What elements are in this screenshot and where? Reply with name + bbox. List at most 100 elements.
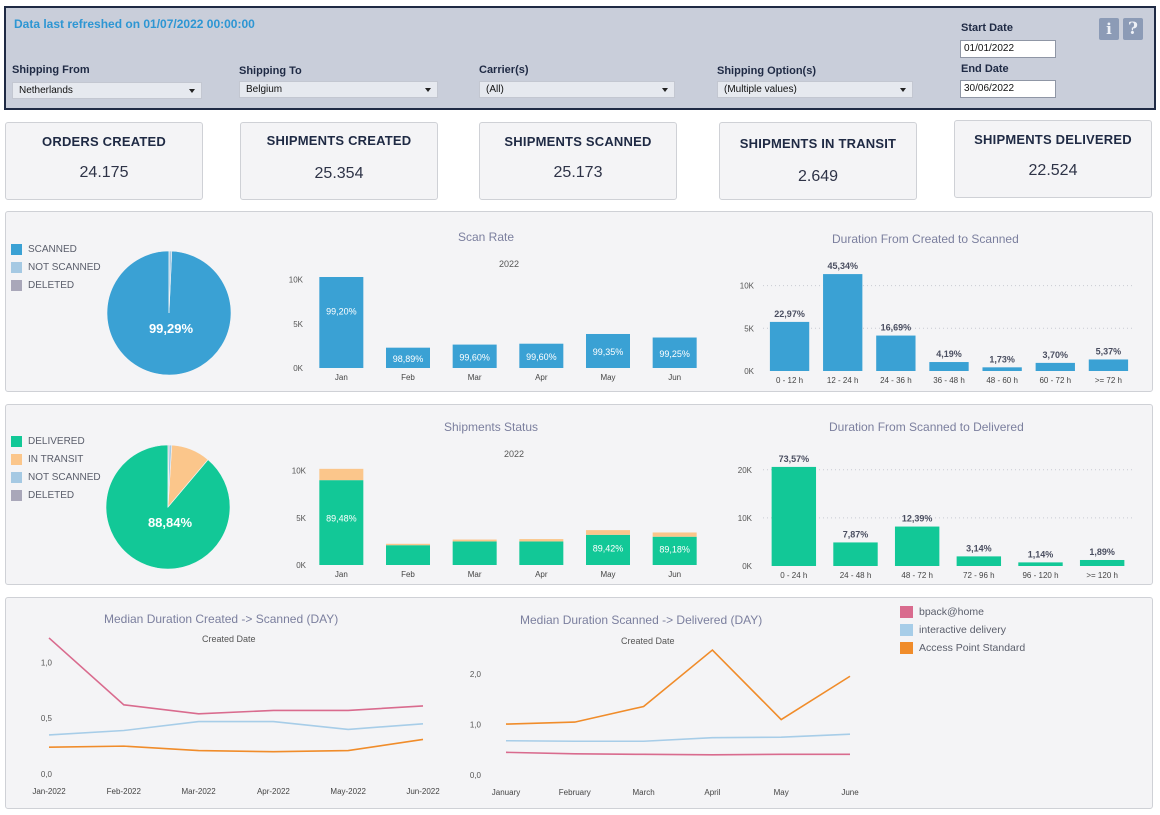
series-line[interactable]	[48, 637, 424, 715]
bar[interactable]	[1088, 359, 1129, 371]
help-icon[interactable]: ?	[1123, 18, 1143, 40]
series-line[interactable]	[505, 733, 851, 743]
bar-data-label: 89,42%	[593, 543, 624, 553]
legend-item-interactive-delivery: interactive delivery	[900, 624, 1006, 636]
bar[interactable]	[771, 466, 817, 566]
series-line[interactable]	[505, 751, 850, 756]
bar[interactable]	[982, 367, 1022, 371]
bar-segment[interactable]	[652, 536, 697, 565]
series-line[interactable]	[48, 720, 424, 736]
kpi-title: SHIPMENTS CREATED	[266, 133, 412, 148]
median-created-scanned-chart: 0,0 0,5 1,0 Jan-2022 Feb-2022 Mar-2022 Apr-202…	[32, 637, 440, 796]
x-tick-label: Apr	[535, 373, 548, 382]
bar-data-label: 89,48%	[326, 513, 357, 523]
x-tick-label: 48 - 60 h	[986, 376, 1018, 385]
bar[interactable]	[876, 335, 916, 371]
shipping-options-dropdown[interactable]: (Multiple values)	[717, 81, 913, 98]
pie-slice[interactable]	[167, 444, 170, 508]
x-tick-label: June	[841, 788, 859, 797]
bar[interactable]	[769, 321, 810, 371]
x-tick-label: 24 - 48 h	[840, 571, 872, 580]
legend-swatch	[11, 472, 22, 483]
legend-swatch	[11, 280, 22, 291]
status-pie-chart: 88,84%	[105, 444, 231, 570]
x-tick-label: Jan	[335, 373, 348, 382]
bar-segment[interactable]	[319, 480, 364, 565]
shipping-to-value: Belgium	[246, 84, 283, 95]
shipping-to-dropdown[interactable]: Belgium	[239, 81, 438, 98]
pie-center-label: 88,84%	[148, 515, 193, 530]
scan-rate-title: Scan Rate	[458, 230, 515, 244]
kpi-value: 25.354	[314, 165, 364, 182]
legend-label: bpack@home	[919, 606, 984, 618]
bar[interactable]	[956, 556, 1002, 566]
chevron-down-icon	[425, 88, 431, 92]
x-tick-label: May	[600, 570, 615, 579]
bar-data-label: 1,14%	[1028, 549, 1054, 559]
bar[interactable]	[1035, 362, 1075, 371]
y-tick-label: 5K	[296, 514, 306, 523]
legend-swatch	[900, 642, 913, 654]
bar[interactable]	[386, 347, 430, 368]
bar[interactable]	[586, 333, 630, 368]
start-date-input[interactable]: 01/01/2022	[960, 40, 1056, 58]
bar-data-label: 7,87%	[843, 529, 869, 539]
end-date-label: End Date	[961, 63, 1009, 75]
series-line[interactable]	[505, 648, 851, 725]
bar[interactable]	[452, 344, 497, 368]
bar-segment[interactable]	[586, 530, 630, 535]
legend-label: interactive delivery	[919, 624, 1006, 636]
bar-data-label: 12,39%	[902, 514, 933, 524]
y-tick-label: 10K	[289, 276, 304, 285]
series-line[interactable]	[48, 738, 424, 753]
x-tick-label: May	[600, 373, 615, 382]
legend-swatch	[900, 606, 913, 618]
bar-data-label: 89,18%	[659, 544, 690, 554]
x-tick-label: Feb	[401, 373, 415, 382]
y-tick-label: 20K	[738, 466, 753, 475]
bar-segment[interactable]	[519, 539, 564, 542]
x-tick-label: May-2022	[330, 787, 366, 796]
shipping-from-dropdown[interactable]: Netherlands	[12, 82, 202, 99]
kpi-shipments-scanned: SHIPMENTS SCANNED 25.173	[479, 122, 677, 200]
bar-segment[interactable]	[386, 543, 430, 546]
carriers-dropdown[interactable]: (All)	[479, 81, 675, 98]
x-tick-label: Jun-2022	[406, 787, 440, 796]
start-date-label: Start Date	[961, 22, 1013, 34]
bar[interactable]	[823, 274, 863, 371]
legend-swatch	[900, 624, 913, 636]
info-icon[interactable]: i	[1099, 18, 1119, 40]
bar-segment[interactable]	[452, 541, 497, 565]
bar-segment[interactable]	[652, 532, 697, 537]
kpi-title: SHIPMENTS SCANNED	[504, 134, 652, 149]
bar-segment[interactable]	[586, 534, 630, 565]
bar[interactable]	[652, 337, 697, 368]
bar[interactable]	[833, 542, 878, 566]
x-tick-label: Mar	[468, 570, 482, 579]
bar[interactable]	[519, 343, 564, 368]
y-tick-label: 1,0	[470, 721, 482, 730]
legend-label: SCANNED	[28, 244, 77, 255]
created-to-scanned-chart: 0K 5K 10K 22,97% 0 - 12 h 45,34% 12 - 24 h 16,6…	[740, 261, 1135, 385]
x-tick-label: Mar	[468, 373, 482, 382]
bar-data-label: 45,34%	[827, 261, 858, 271]
bar[interactable]	[1018, 562, 1063, 566]
bar[interactable]	[319, 277, 364, 368]
bar-segment[interactable]	[386, 545, 430, 565]
end-date-input[interactable]: 30/06/2022	[960, 80, 1056, 98]
bar-data-label: 1,73%	[989, 354, 1015, 364]
bar-segment[interactable]	[452, 539, 497, 542]
bar[interactable]	[1079, 559, 1125, 566]
bar[interactable]	[894, 526, 940, 566]
x-tick-label: 36 - 48 h	[933, 376, 965, 385]
shipping-options-label: Shipping Option(s)	[717, 65, 816, 77]
bar-segment[interactable]	[519, 541, 564, 565]
x-tick-label: 12 - 24 h	[827, 376, 859, 385]
x-tick-label: March	[632, 788, 654, 797]
bar[interactable]	[929, 362, 969, 371]
bar-data-label: 99,20%	[326, 307, 357, 317]
shipping-to-label: Shipping To	[239, 65, 302, 77]
bar-data-label: 1,89%	[1089, 547, 1115, 557]
y-tick-label: 0K	[742, 562, 752, 571]
bar-segment[interactable]	[319, 468, 364, 481]
